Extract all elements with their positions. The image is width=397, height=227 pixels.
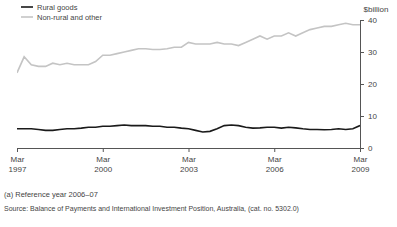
series-line — [17, 23, 360, 73]
x-tick-mark — [189, 148, 190, 152]
source: Source: Balance of Payments and Internat… — [4, 205, 299, 213]
y-tick-label: 20 — [368, 80, 377, 89]
y-tick-mark — [360, 52, 364, 53]
x-tick: Mar2006 — [266, 148, 284, 174]
y-tick-mark — [360, 20, 364, 21]
x-tick-label: Mar2000 — [94, 155, 112, 174]
legend-label: Non-rural and other — [37, 13, 103, 22]
series-line — [17, 125, 360, 132]
plot-area — [17, 23, 360, 132]
y-tick-mark — [360, 116, 364, 117]
x-tick-label: Mar2006 — [266, 155, 284, 174]
x-tick: Mar2003 — [180, 148, 198, 174]
y-tick-label: 10 — [368, 112, 377, 121]
legend-swatch — [21, 16, 33, 18]
chart: 010203040$billionMar1997Mar2000Mar2003Ma… — [0, 0, 397, 227]
x-tick-mark — [360, 148, 361, 152]
x-tick-label: Mar1997 — [9, 155, 27, 174]
legend-label: Rural goods — [37, 3, 78, 12]
y-axis-line — [361, 21, 365, 149]
footnote: (a) Reference year 2006–07 — [4, 190, 98, 199]
y-tick: 0 — [360, 144, 373, 153]
x-tick-label: Mar2009 — [352, 155, 370, 174]
y-tick-label: 40 — [368, 16, 377, 25]
x-tick-mark — [103, 148, 104, 152]
y-tick: 40 — [360, 16, 377, 25]
y-tick: 30 — [360, 48, 377, 57]
y-tick-label: 0 — [368, 144, 373, 153]
x-tick: Mar1997 — [9, 148, 27, 174]
x-axis: Mar1997 Mar2000 Mar2003 Mar2006 Mar2009 — [9, 148, 370, 174]
legend-swatch — [21, 6, 33, 8]
y-tick-mark — [360, 84, 364, 85]
x-tick-mark — [17, 148, 18, 152]
y-axis-title: $billion — [364, 5, 389, 14]
x-tick-mark — [274, 148, 275, 152]
x-axis-line — [18, 149, 361, 153]
y-axis: 0 10 20 30 40 — [360, 16, 377, 153]
x-tick: Mar2009 — [352, 148, 370, 174]
legend: Rural goodsNon-rural and other — [21, 3, 103, 22]
x-tick: Mar2000 — [94, 148, 112, 174]
y-tick: 20 — [360, 80, 377, 89]
y-tick-label: 30 — [368, 48, 377, 57]
x-tick-label: Mar2003 — [180, 155, 198, 174]
y-tick: 10 — [360, 112, 377, 121]
